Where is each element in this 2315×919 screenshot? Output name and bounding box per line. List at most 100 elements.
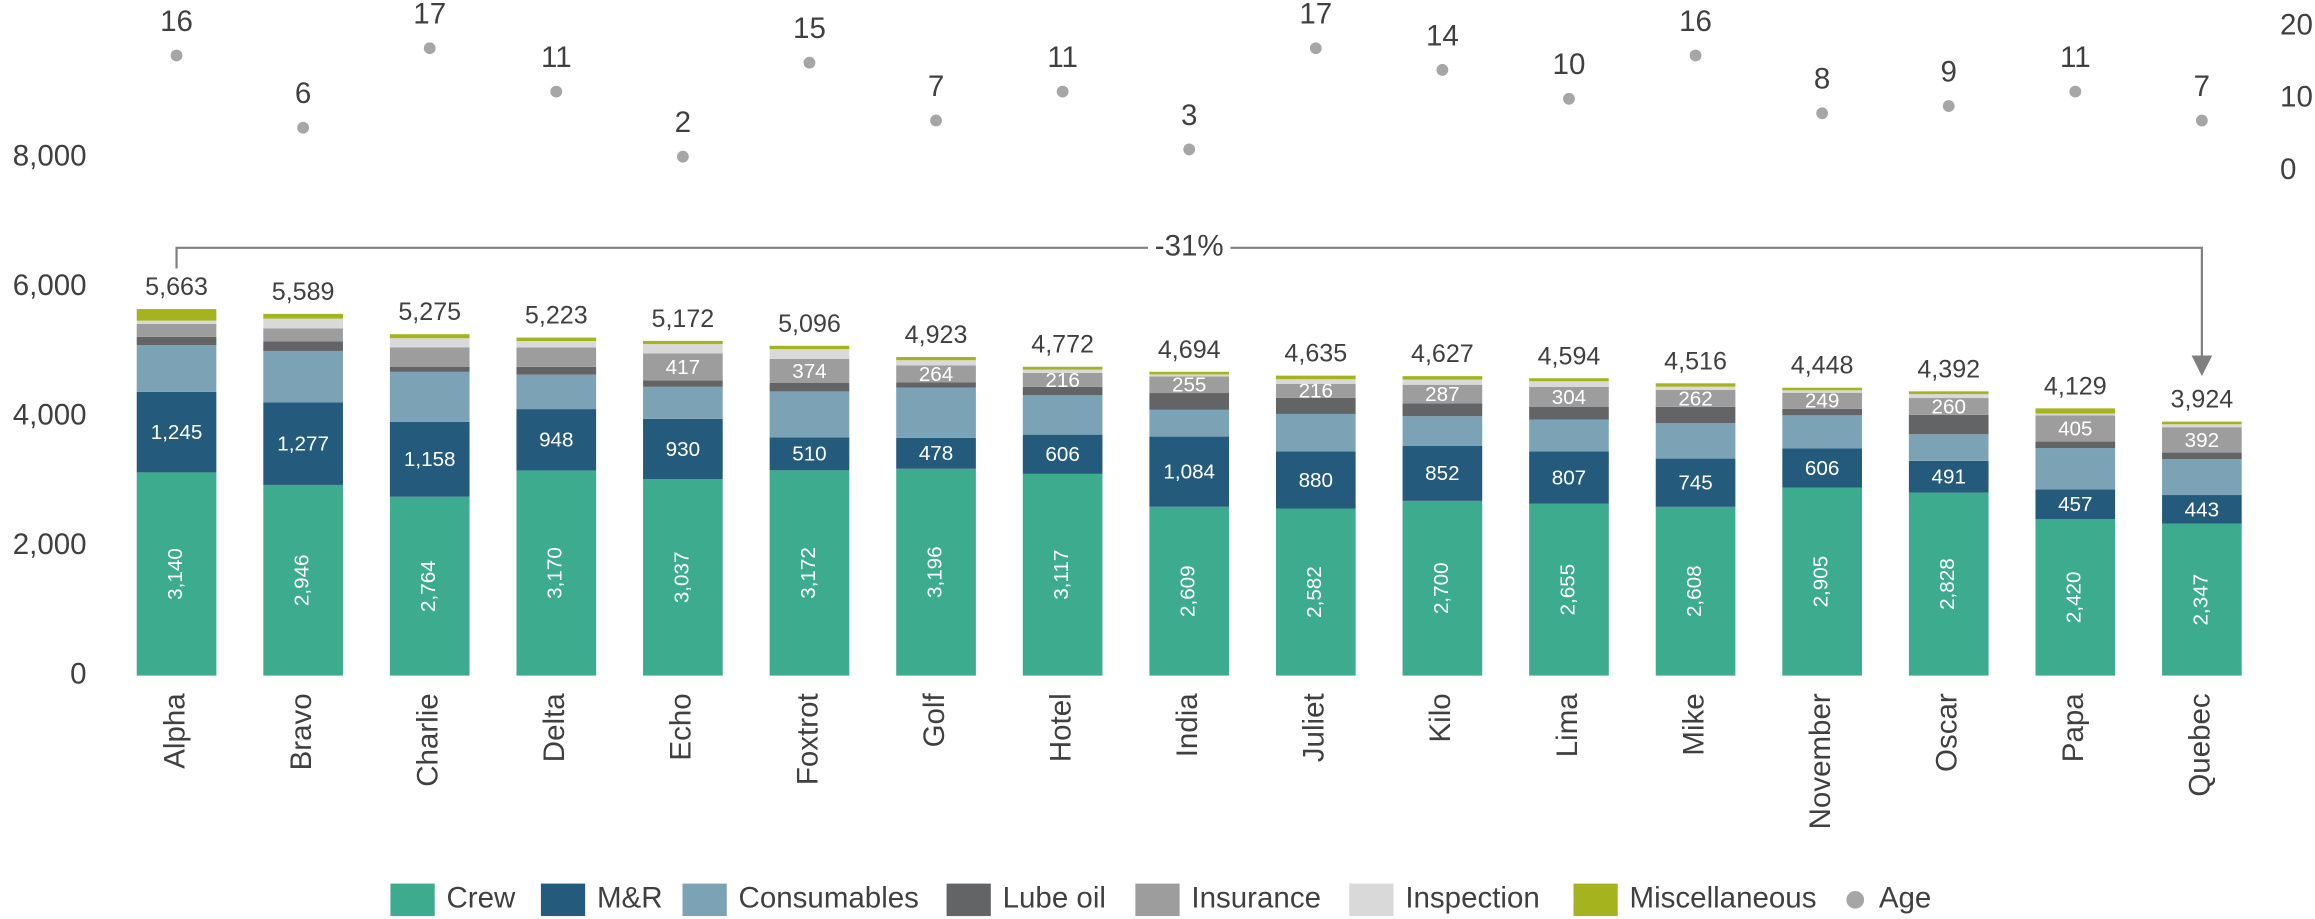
- bar-segment: [389, 496, 470, 676]
- legend-label: Crew: [446, 882, 516, 915]
- bar-segment: [1149, 376, 1230, 394]
- segment-label: 606: [1805, 457, 1839, 480]
- age-dot: [1436, 64, 1449, 76]
- total-label: 4,694: [1158, 336, 1221, 364]
- bar-segment: [1529, 381, 1609, 388]
- bar-segment: [1782, 392, 1862, 409]
- y-tick-label: 6,000: [13, 269, 87, 302]
- age-dot: [930, 114, 942, 127]
- bar-segment: [643, 344, 723, 354]
- bar-segment: [2035, 441, 2116, 449]
- age-dot: [1942, 100, 1955, 112]
- age-label: 14: [1426, 19, 1459, 52]
- segment-label: 2,420: [2063, 571, 2086, 623]
- bar-segment: [1529, 419, 1609, 452]
- segment-label: 606: [1045, 443, 1079, 466]
- segment-label: 457: [2058, 493, 2092, 516]
- bar-segment: [1022, 434, 1103, 474]
- age-label: 3: [1181, 99, 1197, 132]
- total-label: 4,516: [1664, 347, 1727, 375]
- bar-segment: [1782, 408, 1862, 416]
- age-dot: [550, 85, 563, 98]
- legend-marker: [540, 883, 586, 917]
- age-label: 8: [1814, 63, 1830, 96]
- x-tick-label: Alpha: [158, 693, 191, 769]
- bar-segment: [389, 334, 470, 339]
- bar-segment: [1402, 384, 1483, 404]
- segment-label: 405: [2058, 417, 2092, 440]
- legend-marker: [1135, 883, 1180, 917]
- bar-segment: [389, 421, 470, 497]
- bar-segment: [136, 336, 217, 346]
- x-tick-label: Echo: [665, 693, 698, 760]
- segment-label: 443: [2185, 498, 2219, 521]
- segment-label: 2,582: [1303, 566, 1326, 618]
- segment-label: 2,655: [1556, 564, 1579, 616]
- annotation-arrow: [2191, 355, 2213, 377]
- bar-segment: [2162, 427, 2242, 453]
- bar-segment: [643, 340, 723, 345]
- bar-segment: [1402, 445, 1483, 501]
- bar-segment: [516, 347, 597, 367]
- segment-label: 2,347: [2189, 574, 2212, 626]
- total-label: 5,096: [778, 310, 841, 338]
- x-tick-label: Mike: [1677, 693, 1710, 755]
- segment-label: 262: [1678, 387, 1712, 410]
- age-label: 2: [675, 106, 691, 139]
- bar-segment: [2162, 523, 2242, 676]
- bar-segment: [389, 347, 470, 367]
- bar-segment: [2035, 448, 2116, 490]
- legend-marker: [1573, 883, 1618, 917]
- bar-segment: [516, 337, 597, 341]
- segment-label: 255: [1172, 374, 1206, 397]
- bar-segment: [1149, 409, 1230, 437]
- segment-label: 807: [1552, 467, 1586, 490]
- bar-segment: [896, 468, 976, 676]
- bar-segment: [1655, 386, 1736, 390]
- total-label: 5,275: [398, 298, 461, 326]
- legend-label: Miscellaneous: [1630, 882, 1817, 915]
- x-tick-label: Oscar: [1931, 693, 1964, 772]
- bar-segment: [1782, 415, 1862, 449]
- segment-label: 491: [1931, 466, 1965, 489]
- age-label: 7: [928, 70, 944, 103]
- segment-label: 3,117: [1050, 550, 1073, 600]
- legend-marker: [390, 883, 435, 917]
- bar-segment: [896, 437, 976, 469]
- bar-segment: [1402, 403, 1483, 417]
- bar-segment: [263, 318, 343, 329]
- bar-segment: [1908, 434, 1989, 461]
- bar-segment: [263, 350, 343, 403]
- legend-marker: [682, 883, 727, 917]
- x-tick-label: Golf: [918, 693, 951, 748]
- age-label: 11: [541, 41, 572, 74]
- age-dot: [423, 42, 436, 55]
- age-dot: [1563, 92, 1575, 105]
- x-tick-label: Delta: [538, 693, 571, 762]
- bar-segment: [389, 366, 470, 372]
- total-label: 3,924: [2171, 386, 2234, 414]
- bar-segment: [1149, 506, 1230, 676]
- bar-segment: [136, 323, 217, 337]
- legend-label: M&R: [597, 882, 663, 915]
- bar-segment: [1529, 406, 1609, 420]
- bar-segment: [136, 472, 217, 676]
- bar-segment: [769, 383, 850, 392]
- age-dot: [803, 56, 816, 69]
- bar-segment: [1402, 379, 1483, 385]
- bar-segment: [1655, 458, 1736, 507]
- x-tick-label: Charlie: [412, 693, 445, 786]
- age-label: 11: [1047, 41, 1078, 74]
- age-dot: [170, 49, 183, 62]
- bar-segment: [2035, 408, 2116, 414]
- segment-label: 374: [792, 360, 826, 383]
- bar-segment: [516, 366, 597, 375]
- total-label: 4,392: [1917, 355, 1980, 383]
- bar-segment: [136, 345, 217, 392]
- bar-segment: [516, 470, 597, 676]
- bar-segment: [136, 309, 217, 321]
- segment-label: 216: [1299, 380, 1333, 403]
- y2-tick-label: 20: [2280, 8, 2313, 41]
- bar-segment: [1022, 395, 1103, 435]
- segment-label: 392: [2185, 429, 2219, 452]
